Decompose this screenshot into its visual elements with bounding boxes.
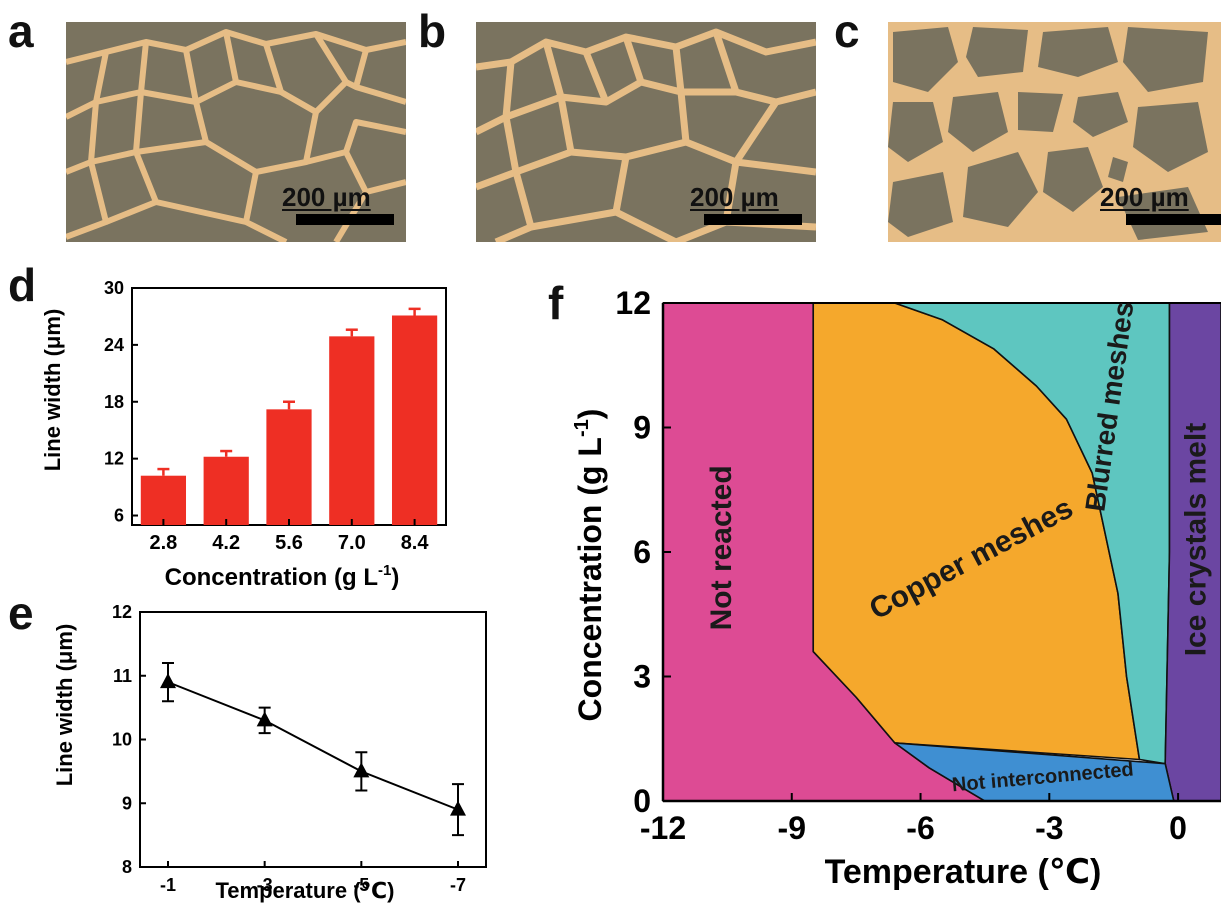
chart-e-point bbox=[256, 711, 273, 727]
chart-e-point bbox=[160, 673, 176, 689]
chart-d-xlabel-sup: -1 bbox=[378, 562, 391, 579]
chart-e-xtick-label: -5 bbox=[353, 875, 369, 895]
scale-bar-c bbox=[1126, 214, 1221, 225]
chart-d-ylabel: Line width (μm) bbox=[40, 309, 65, 472]
chart-f-ytick-label: 6 bbox=[633, 534, 651, 570]
micrograph-c-image bbox=[888, 22, 1221, 242]
chart-d-bar bbox=[391, 315, 438, 525]
chart-f-xlabel: Temperature (℃) bbox=[825, 853, 1102, 891]
chart-e-frame bbox=[139, 611, 487, 868]
label-ice-crystals-melt: Ice crystals melt bbox=[1179, 423, 1212, 656]
chart-f-xtick-label: -3 bbox=[1035, 810, 1063, 846]
chart-e-line: 8 9 10 11 12 -1 -3 -5 -7 Line width (μm) Tempera… bbox=[52, 602, 487, 903]
chart-d-bar bbox=[203, 456, 249, 525]
chart-f-ylabel-main: Concentration (g L bbox=[572, 437, 608, 721]
micrograph-b-image bbox=[476, 22, 816, 242]
micrograph-a bbox=[66, 22, 406, 242]
micrograph-b bbox=[476, 22, 816, 242]
chart-f-xtick-label: -6 bbox=[906, 810, 934, 846]
chart-d-ytick-label: 18 bbox=[104, 392, 124, 412]
chart-e-xtick-label: -3 bbox=[257, 875, 273, 895]
chart-e-series-line bbox=[167, 681, 459, 811]
chart-d-ytick-label: 12 bbox=[104, 449, 124, 469]
label-not-reacted: Not reacted bbox=[705, 465, 738, 630]
micrograph-a-image bbox=[66, 22, 406, 242]
chart-e-xtick-label: -1 bbox=[160, 875, 176, 895]
scale-bar-a bbox=[296, 214, 394, 225]
chart-d-xlabel-tail: ) bbox=[391, 564, 399, 591]
panel-letter-a: a bbox=[8, 5, 34, 57]
chart-e-ytick-label: 11 bbox=[113, 666, 132, 686]
scale-label-b: 200 µm bbox=[690, 182, 779, 212]
scale-label-c: 200 µm bbox=[1100, 182, 1189, 212]
panel-letter-d: d bbox=[8, 259, 37, 311]
chart-d-ytick-label: 24 bbox=[104, 335, 124, 355]
chart-f-ylabel: Concentration (g L-1) bbox=[571, 409, 608, 722]
chart-f-ytick-label: 9 bbox=[633, 410, 651, 446]
chart-e-point bbox=[353, 762, 370, 778]
chart-d-bar bbox=[266, 409, 312, 525]
micrograph-c bbox=[888, 22, 1221, 242]
scale-label-a: 200 µm bbox=[282, 182, 371, 212]
chart-e-ytick-label: 12 bbox=[112, 602, 132, 622]
panel-letter-f: f bbox=[548, 277, 564, 329]
chart-d-xtick-label: 4.2 bbox=[212, 532, 240, 554]
chart-e-xtick-label: -7 bbox=[450, 875, 466, 895]
chart-d-bar bbox=[140, 475, 187, 525]
chart-d-xtick-label: 2.8 bbox=[149, 532, 177, 554]
chart-d-xtick-label: 5.6 bbox=[275, 532, 303, 554]
chart-d-xtick-label: 7.0 bbox=[338, 532, 366, 554]
chart-e-xlabel: Temperature (℃) bbox=[215, 878, 394, 903]
chart-d-xlabel-main: Concentration (g L bbox=[165, 564, 378, 591]
chart-e-ylabel: Line width (μm) bbox=[52, 624, 77, 787]
chart-f-ytick-label: 0 bbox=[633, 783, 651, 819]
chart-d-ytick-label: 30 bbox=[104, 278, 124, 298]
panel-letter-c: c bbox=[834, 5, 860, 57]
chart-f-ytick-label: 3 bbox=[633, 659, 651, 695]
chart-d-bar: 6 12 18 24 30 2.8 4.2 5.6 7.0 8.4 Line width (μm)… bbox=[40, 278, 447, 591]
chart-e-ytick-label: 9 bbox=[122, 793, 132, 813]
chart-e-ytick-label: 10 bbox=[112, 730, 132, 750]
chart-d-bar bbox=[329, 336, 375, 525]
scale-bar-b bbox=[704, 214, 802, 225]
chart-e-point bbox=[450, 800, 466, 816]
chart-d-xtick-label: 8.4 bbox=[401, 532, 430, 554]
chart-f-xtick-label: 0 bbox=[1169, 810, 1187, 846]
chart-f-ylabel-tail: ) bbox=[572, 409, 608, 420]
chart-f-ylabel-sup: -1 bbox=[571, 419, 593, 437]
panel-letter-e: e bbox=[8, 587, 34, 639]
panel-letter-b: b bbox=[418, 5, 447, 57]
chart-d-ytick-label: 6 bbox=[114, 506, 124, 526]
chart-e-ytick-label: 8 bbox=[122, 857, 132, 877]
chart-d-xlabel: Concentration (g L-1) bbox=[165, 562, 400, 591]
chart-f-ytick-label: 12 bbox=[615, 285, 651, 321]
chart-f-xtick-label: -9 bbox=[778, 810, 806, 846]
chart-f-xtick-label: -12 bbox=[640, 810, 686, 846]
